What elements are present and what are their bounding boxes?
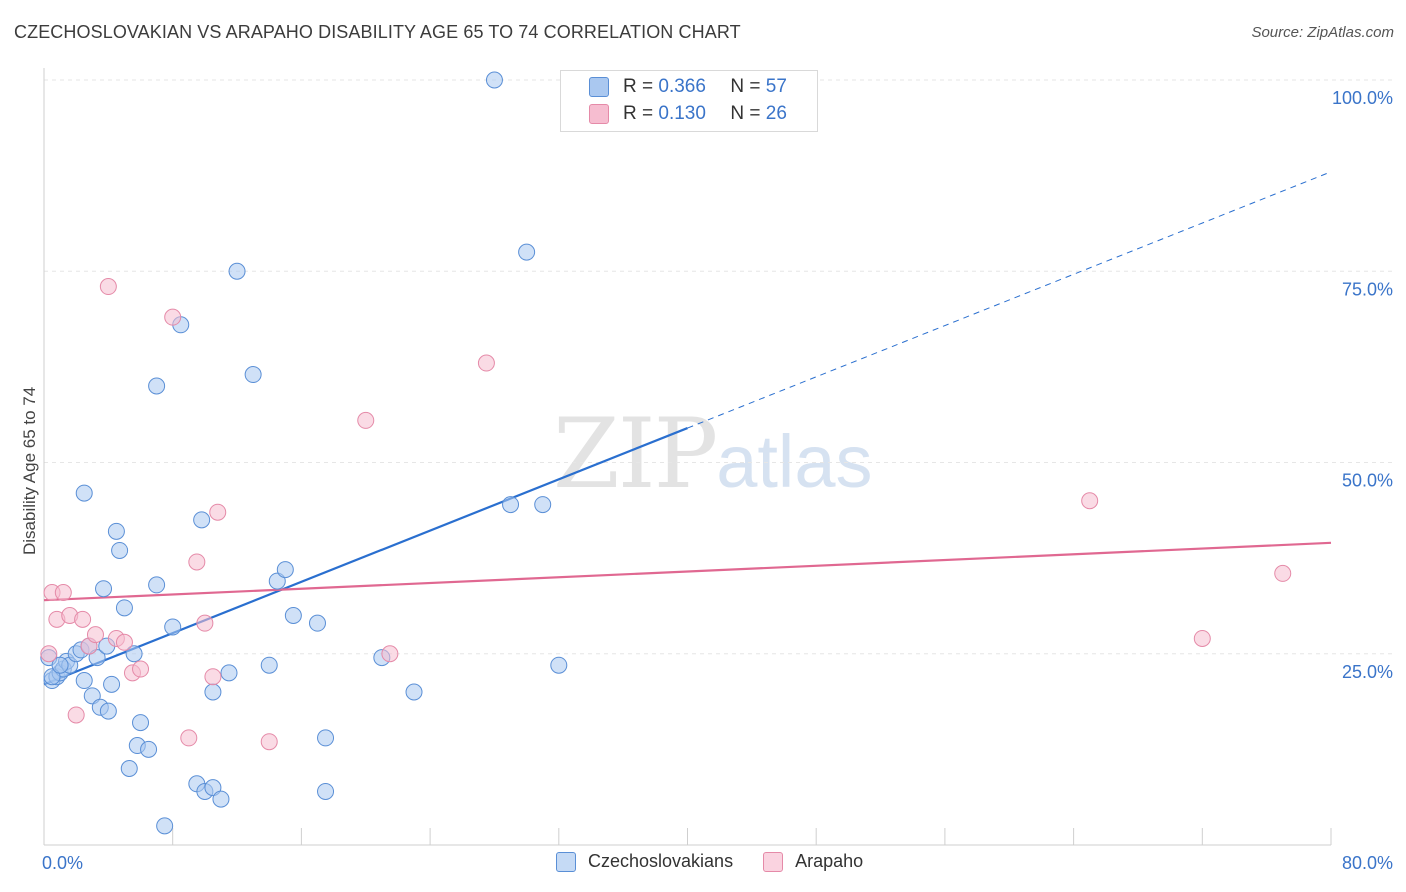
legend-row-arapaho: R = 0.130 N = 26 xyxy=(589,102,787,126)
y-axis-label: Disability Age 65 to 74 xyxy=(20,386,39,555)
x-tick-label: 0.0% xyxy=(42,853,83,873)
arapaho-point xyxy=(40,645,58,663)
y-tick-label: 25.0% xyxy=(1342,662,1393,682)
czechoslovakian-point xyxy=(244,366,262,384)
arapaho-point xyxy=(132,660,150,678)
arapaho-point xyxy=(1081,492,1099,510)
czechoslovakian-point xyxy=(140,740,158,758)
czechoslovakian-point xyxy=(99,702,117,720)
n-value: 26 xyxy=(765,103,787,124)
czechoslovakian-point xyxy=(115,599,133,617)
watermark-zip: ZIP xyxy=(553,398,718,510)
arapaho-point xyxy=(204,668,222,686)
pink-swatch xyxy=(589,104,609,124)
czechoslovakian-trend-line xyxy=(43,427,688,686)
arapaho-point xyxy=(381,645,399,663)
czechoslovakian-point xyxy=(111,541,129,559)
czechoslovakian-point xyxy=(75,672,93,690)
czechoslovakian-point xyxy=(212,790,230,808)
czechoslovakian-point xyxy=(485,71,503,89)
arapaho-point xyxy=(196,614,214,632)
czechoslovakian-point xyxy=(317,782,335,800)
czechoslovakian-point xyxy=(317,729,335,747)
arapaho-point xyxy=(188,553,206,571)
n-value: 57 xyxy=(765,76,787,97)
arapaho-point xyxy=(86,626,104,644)
watermark-atlas: atlas xyxy=(716,420,873,503)
czechoslovakian-point xyxy=(164,618,182,636)
czechoslovakian-point xyxy=(156,817,174,835)
czechoslovakian-point xyxy=(284,607,302,624)
r-value: 0.130 xyxy=(658,103,706,124)
arapaho-point xyxy=(1274,564,1292,582)
r-label: R = xyxy=(623,76,654,97)
y-tick-label: 50.0% xyxy=(1342,471,1393,491)
czechoslovakian-point xyxy=(193,511,211,529)
blue-swatch xyxy=(556,851,576,872)
czechoslovakian-point xyxy=(220,664,238,682)
czechoslovakian-point xyxy=(148,576,166,594)
arapaho-point xyxy=(54,584,72,602)
arapaho-point xyxy=(209,503,227,521)
arapaho-point xyxy=(1193,629,1211,647)
correlation-legend: R = 0.366 N = 57 R = 0.130 N = 26 xyxy=(560,70,818,132)
czechoslovakian-point xyxy=(204,683,222,701)
czechoslovakian-point xyxy=(148,377,166,395)
n-label: N = xyxy=(730,103,761,124)
czechoslovakian-point xyxy=(107,522,125,540)
czechoslovakian-point xyxy=(518,243,536,261)
czechoslovakian-point xyxy=(502,496,520,514)
axes xyxy=(43,68,1332,846)
arapaho-point xyxy=(74,610,92,628)
czechoslovakian-point xyxy=(228,262,246,280)
czechoslovakian-point xyxy=(405,683,423,701)
source-label: Source: ZipAtlas.com xyxy=(1251,24,1394,41)
legend-label: Arapaho xyxy=(795,851,864,871)
arapaho-point xyxy=(99,278,117,296)
r-value: 0.366 xyxy=(658,76,706,97)
arapaho-point xyxy=(260,733,278,751)
czechoslovakian-point xyxy=(75,484,93,502)
arapaho-point xyxy=(477,354,495,372)
czechoslovakian-trend-extension xyxy=(687,171,1332,429)
arapaho-point xyxy=(180,729,198,747)
arapaho-point xyxy=(67,706,85,724)
czechoslovakian-point xyxy=(51,656,69,674)
arapaho-point xyxy=(357,411,375,429)
series-legend: Czechoslovakians Arapaho xyxy=(556,851,893,872)
tick-labels: 25.0% 50.0% 75.0% 100.0% 0.0% 80.0% xyxy=(42,88,1393,873)
grid-lines xyxy=(44,79,1392,655)
legend-item-arapaho[interactable]: Arapaho xyxy=(763,851,863,872)
czechoslovakian-point xyxy=(120,760,138,777)
arapaho-point xyxy=(115,633,133,651)
r-label: R = xyxy=(623,103,654,124)
data-points xyxy=(40,71,1292,835)
czechoslovakian-point xyxy=(125,645,143,663)
y-tick-label: 100.0% xyxy=(1332,88,1393,108)
czechoslovakian-point xyxy=(276,561,294,579)
blue-swatch xyxy=(589,77,609,97)
czechoslovakian-point xyxy=(95,580,113,598)
zipatlas-watermark: ZIPatlas xyxy=(553,398,873,510)
x-tick-label: 80.0% xyxy=(1342,853,1393,873)
arapaho-point xyxy=(164,308,182,326)
czechoslovakian-point xyxy=(103,675,121,693)
trend-lines xyxy=(43,171,1332,686)
czechoslovakian-point xyxy=(550,656,568,674)
legend-label: Czechoslovakians xyxy=(588,851,734,871)
legend-row-czechoslovakians: R = 0.366 N = 57 xyxy=(589,75,787,99)
czechoslovakian-point xyxy=(534,496,552,514)
czechoslovakian-point xyxy=(132,714,150,732)
chart-title: CZECHOSLOVAKIAN VS ARAPAHO DISABILITY AG… xyxy=(14,22,741,42)
n-label: N = xyxy=(730,76,761,97)
pink-swatch xyxy=(763,851,784,872)
arapaho-trend-line xyxy=(43,541,1332,602)
legend-item-czechoslovakians[interactable]: Czechoslovakians xyxy=(556,851,733,872)
y-tick-label: 75.0% xyxy=(1342,279,1393,299)
czechoslovakian-point xyxy=(260,656,278,674)
czechoslovakian-point xyxy=(308,614,326,632)
